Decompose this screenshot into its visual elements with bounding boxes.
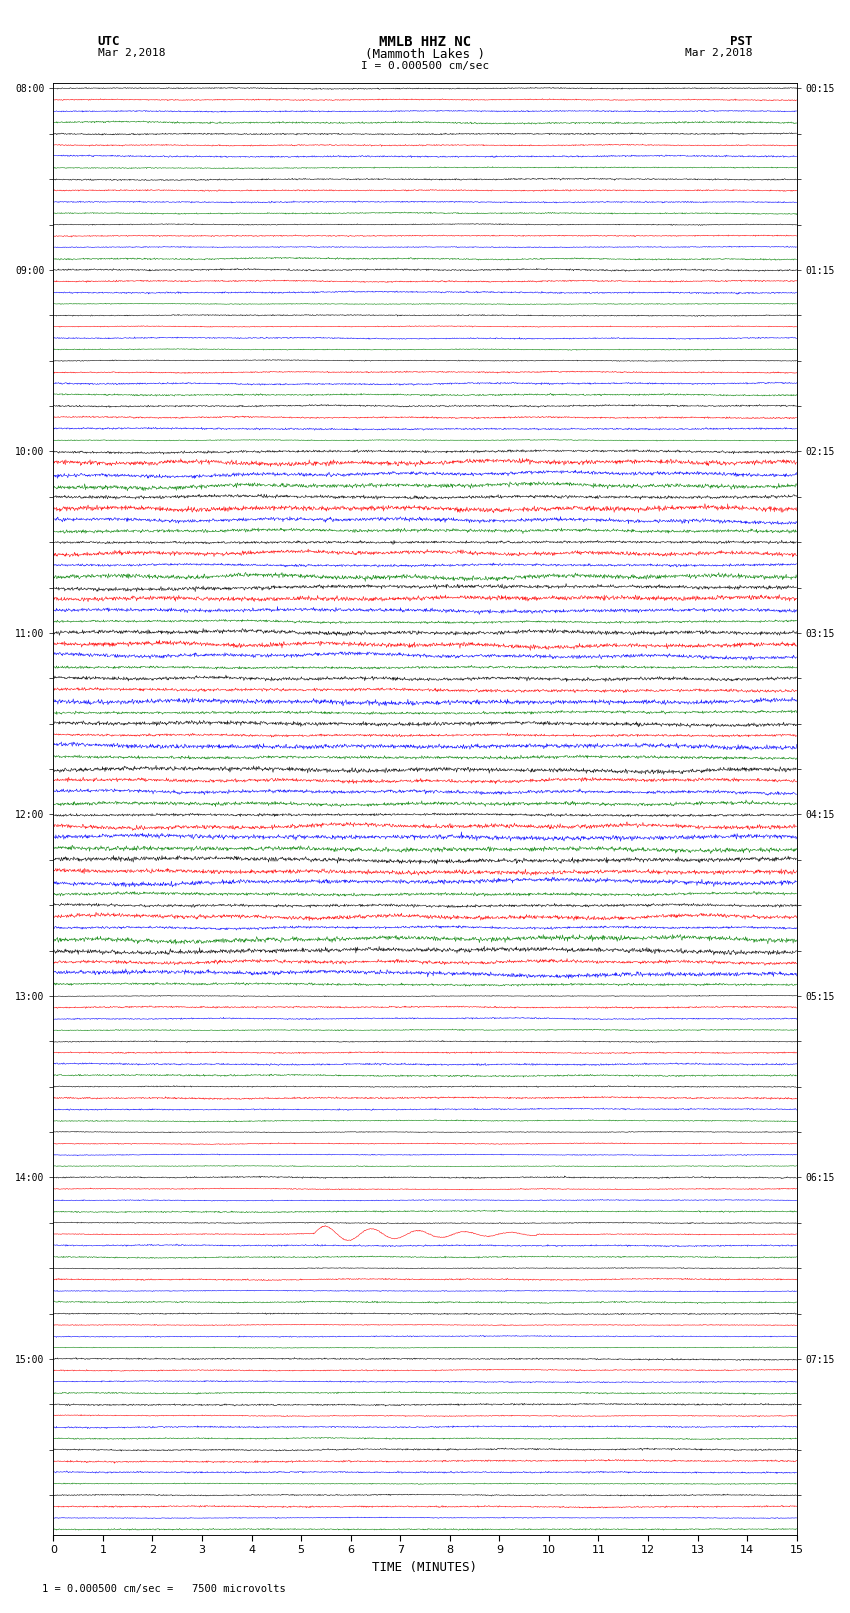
Text: I = 0.000500 cm/sec: I = 0.000500 cm/sec	[361, 61, 489, 71]
Text: Mar 2,2018: Mar 2,2018	[98, 48, 165, 58]
Text: Mar 2,2018: Mar 2,2018	[685, 48, 752, 58]
Text: PST: PST	[730, 35, 752, 48]
Text: 1 = 0.000500 cm/sec =   7500 microvolts: 1 = 0.000500 cm/sec = 7500 microvolts	[42, 1584, 286, 1594]
Text: MMLB HHZ NC: MMLB HHZ NC	[379, 35, 471, 50]
Text: UTC: UTC	[98, 35, 120, 48]
Text: (Mammoth Lakes ): (Mammoth Lakes )	[365, 48, 485, 61]
X-axis label: TIME (MINUTES): TIME (MINUTES)	[372, 1561, 478, 1574]
